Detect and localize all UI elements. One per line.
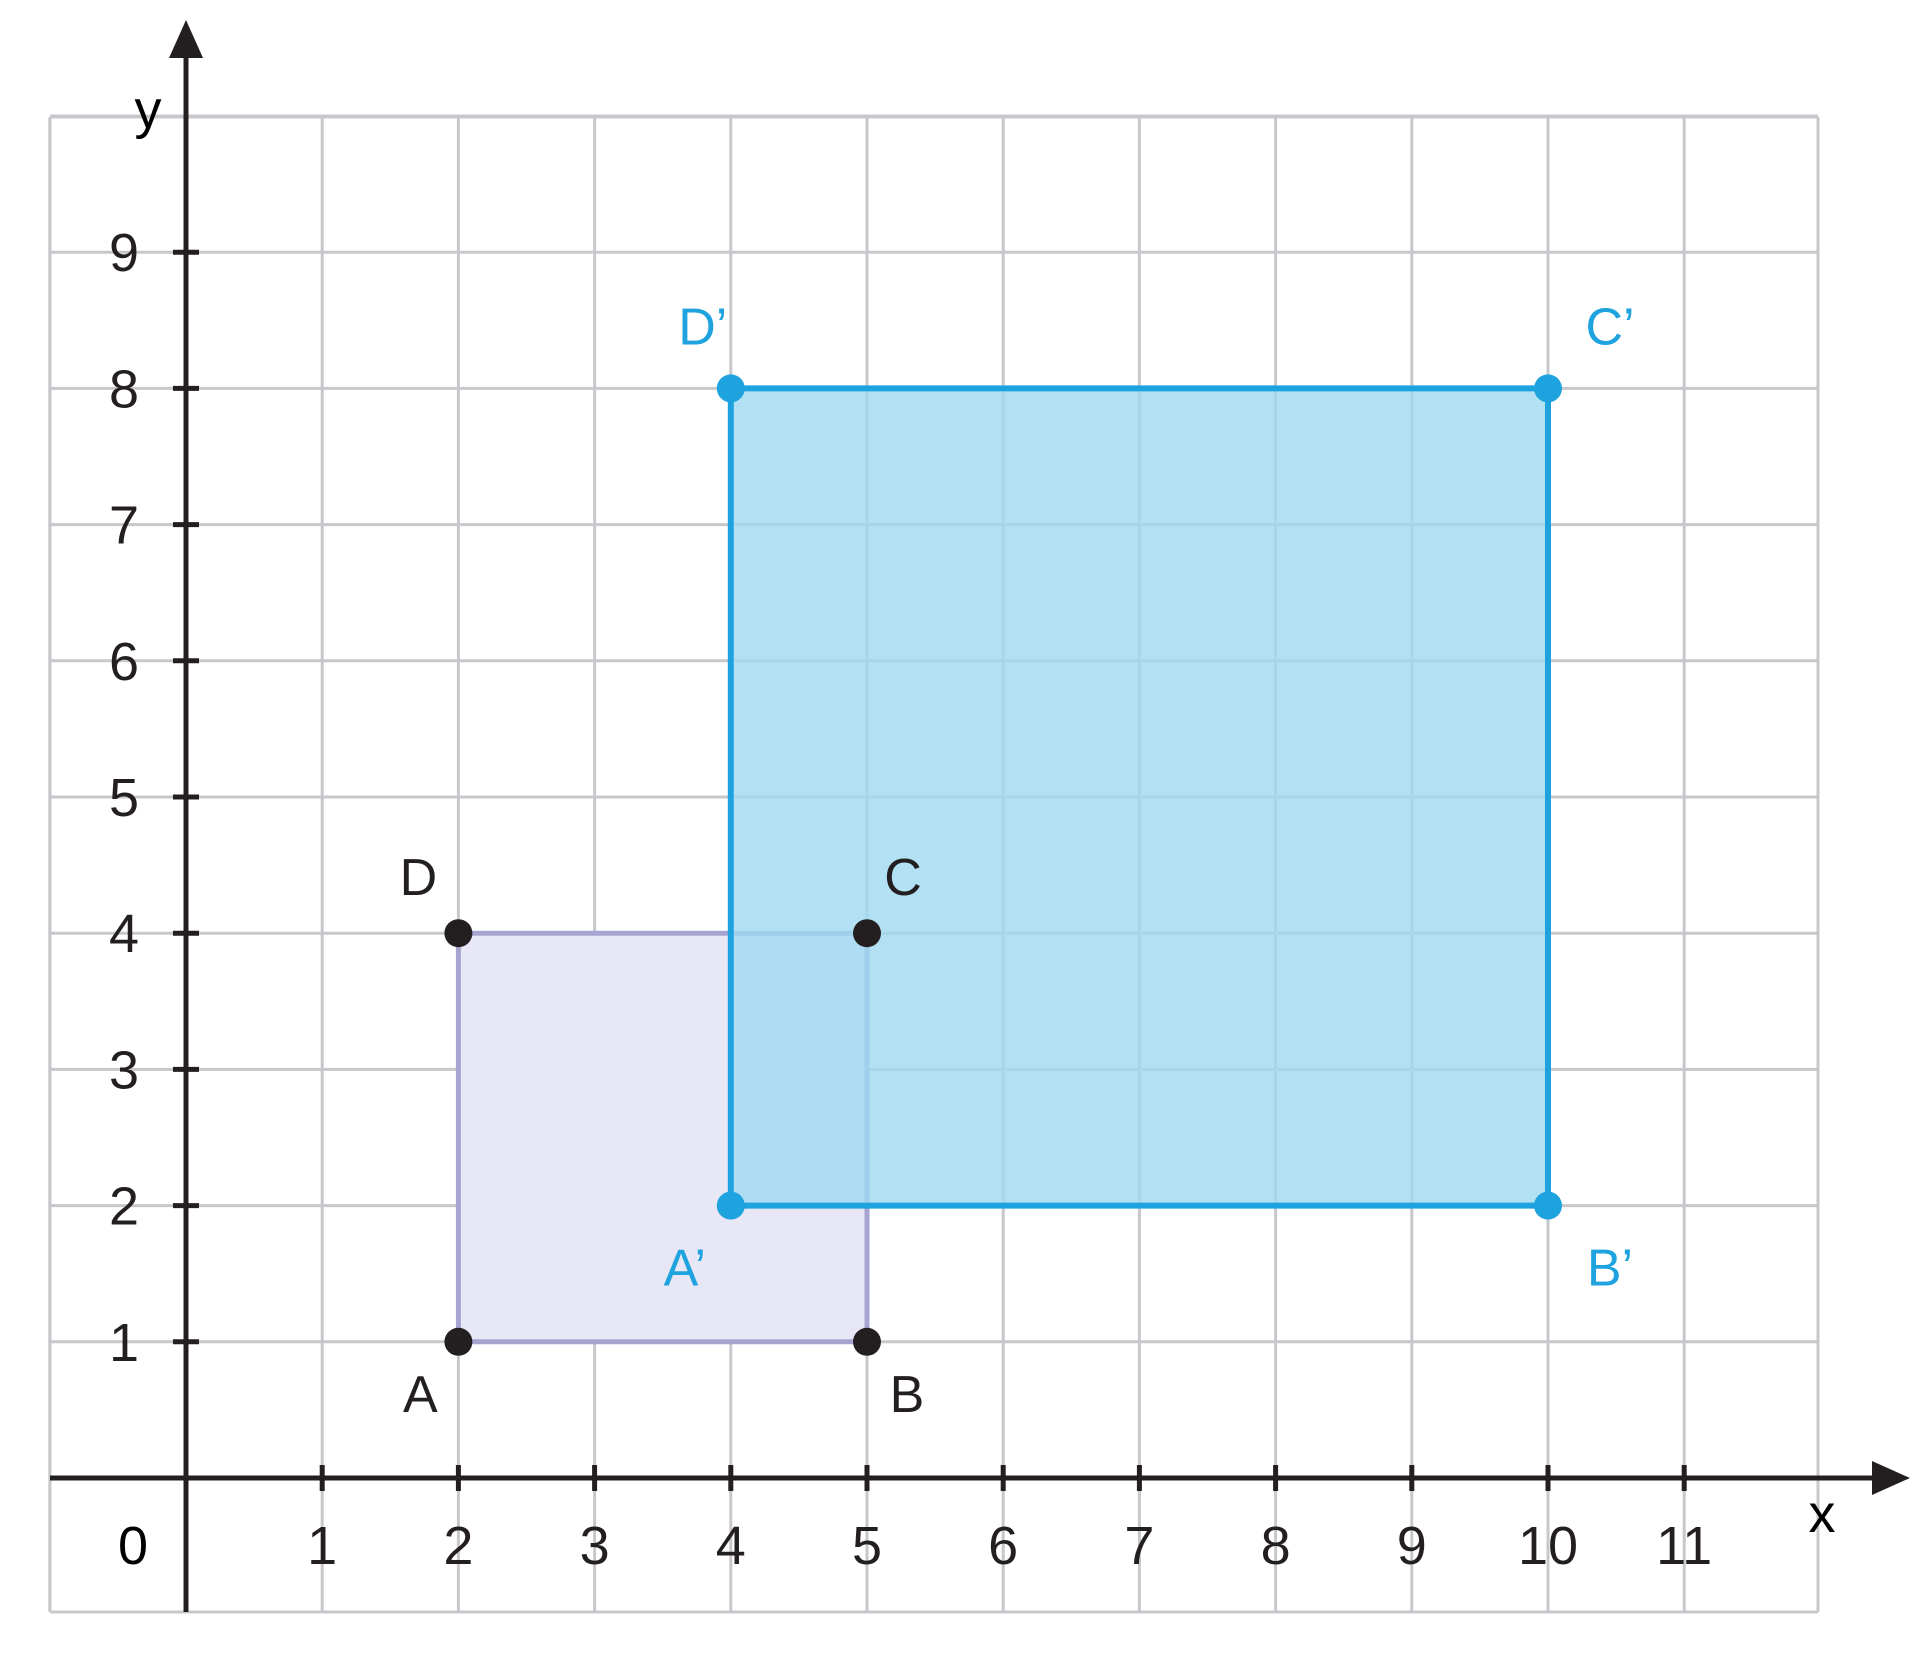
y-tick-label: 9 — [109, 223, 139, 283]
x-tick-label: 11 — [1656, 1516, 1712, 1576]
x-tick-label: 6 — [988, 1516, 1018, 1576]
point-marker — [716, 1191, 745, 1220]
point-label: B’ — [1587, 1240, 1633, 1298]
y-tick-label: 4 — [109, 904, 139, 964]
x-tick-label: 5 — [852, 1516, 882, 1576]
x-tick-label: 3 — [580, 1516, 610, 1576]
point-marker — [1534, 1191, 1562, 1220]
point-marker — [716, 374, 745, 403]
point-label: B — [890, 1366, 925, 1424]
point-marker — [853, 1327, 881, 1356]
x-tick-label: 2 — [443, 1516, 473, 1576]
y-tick-label: 6 — [109, 632, 139, 692]
axis-names: x y 0 — [118, 80, 1836, 1576]
point-label: A — [403, 1366, 438, 1424]
y-tick-label: 5 — [109, 768, 139, 828]
shape-image-polygon — [727, 385, 1551, 1209]
x-tick-label: 4 — [716, 1516, 746, 1576]
x-axis-arrow — [1872, 1461, 1910, 1495]
x-axis-label: x — [1809, 1484, 1836, 1544]
point-marker — [1534, 374, 1562, 403]
shapes-layer — [455, 385, 1551, 1345]
y-tick-label: 1 — [109, 1313, 139, 1373]
x-tick-label: 9 — [1397, 1516, 1427, 1576]
y-tick-label: 7 — [109, 496, 139, 556]
y-axis-arrow — [169, 20, 203, 58]
y-tick-label: 8 — [109, 359, 139, 419]
x-tick-label: 7 — [1124, 1516, 1154, 1576]
point-marker — [853, 919, 881, 948]
point-label: C’ — [1585, 298, 1634, 356]
axes — [50, 20, 1910, 1612]
point-label: D’ — [678, 298, 727, 356]
point-label: A’ — [664, 1240, 706, 1298]
origin-label: 0 — [118, 1516, 148, 1576]
y-tick-label: 2 — [109, 1177, 139, 1237]
x-tick-label: 10 — [1518, 1516, 1578, 1576]
y-axis-label: y — [135, 80, 162, 140]
point-marker — [444, 919, 473, 948]
point-label: C — [884, 849, 922, 907]
y-tick-label: 3 — [109, 1040, 139, 1100]
point-label: D — [400, 849, 438, 907]
x-tick-label: 8 — [1261, 1516, 1291, 1576]
point-marker — [444, 1327, 473, 1356]
x-tick-label: 1 — [307, 1516, 337, 1576]
points-layer: A B C D A’ B’ C’ D’ — [400, 298, 1635, 1423]
